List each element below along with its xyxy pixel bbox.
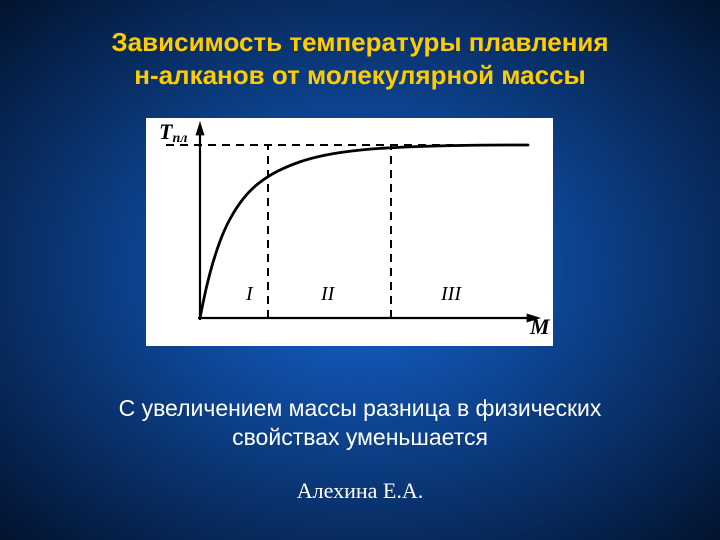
slide-title: Зависимость температуры плавления н-алка… bbox=[0, 26, 720, 91]
slide: Зависимость температуры плавления н-алка… bbox=[0, 0, 720, 540]
svg-text:III: III bbox=[440, 283, 462, 305]
title-line-2: н-алканов от молекулярной массы bbox=[134, 60, 586, 90]
chart-container: IIIIIITплM bbox=[146, 118, 553, 346]
svg-text:Tпл: Tпл bbox=[159, 119, 187, 146]
svg-text:I: I bbox=[245, 283, 254, 305]
caption-line-1: С увеличением массы разница в физических bbox=[119, 395, 602, 421]
svg-text:M: M bbox=[529, 314, 551, 339]
title-line-1: Зависимость температуры плавления bbox=[111, 27, 608, 57]
author-name: Алехина Е.А. bbox=[297, 478, 423, 503]
svg-text:II: II bbox=[320, 283, 336, 305]
author-credit: Алехина Е.А. bbox=[0, 478, 720, 504]
caption-line-2: свойствах уменьшается bbox=[232, 424, 488, 450]
caption-text: С увеличением массы разница в физических… bbox=[0, 394, 720, 452]
melting-point-chart: IIIIIITплM bbox=[146, 118, 553, 346]
